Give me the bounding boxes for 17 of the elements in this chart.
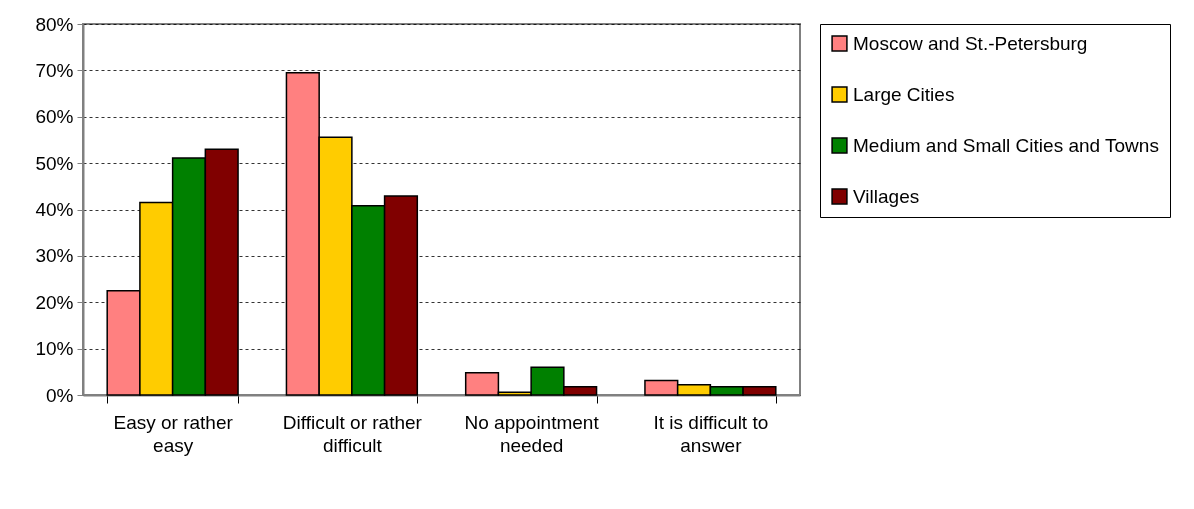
x-tick-label: Easy or rather easy [113,411,234,456]
y-tick-label: 20% [35,291,74,313]
y-tick-label: 80% [35,13,74,35]
y-tick-label: 60% [35,106,74,128]
y-tick-label: 30% [35,245,74,267]
x-tick-label: No appointment needed [464,411,600,456]
legend-label: Moscow and St.-Petersburg [853,32,1088,54]
x-tick-label: Difficult or rather difficult [282,411,423,456]
legend-label: Medium and Small Cities and Towns [853,134,1159,156]
y-tick-label: 70% [35,59,74,81]
legend-label: Villages [853,185,920,207]
x-tick-label: It is difficult to answer [653,411,769,456]
y-tick-label: 0% [46,384,74,406]
legend-label: Large Cities [853,83,955,105]
y-tick-label: 10% [35,338,74,360]
y-tick-label: 50% [35,152,74,174]
y-tick-label: 40% [35,199,74,220]
